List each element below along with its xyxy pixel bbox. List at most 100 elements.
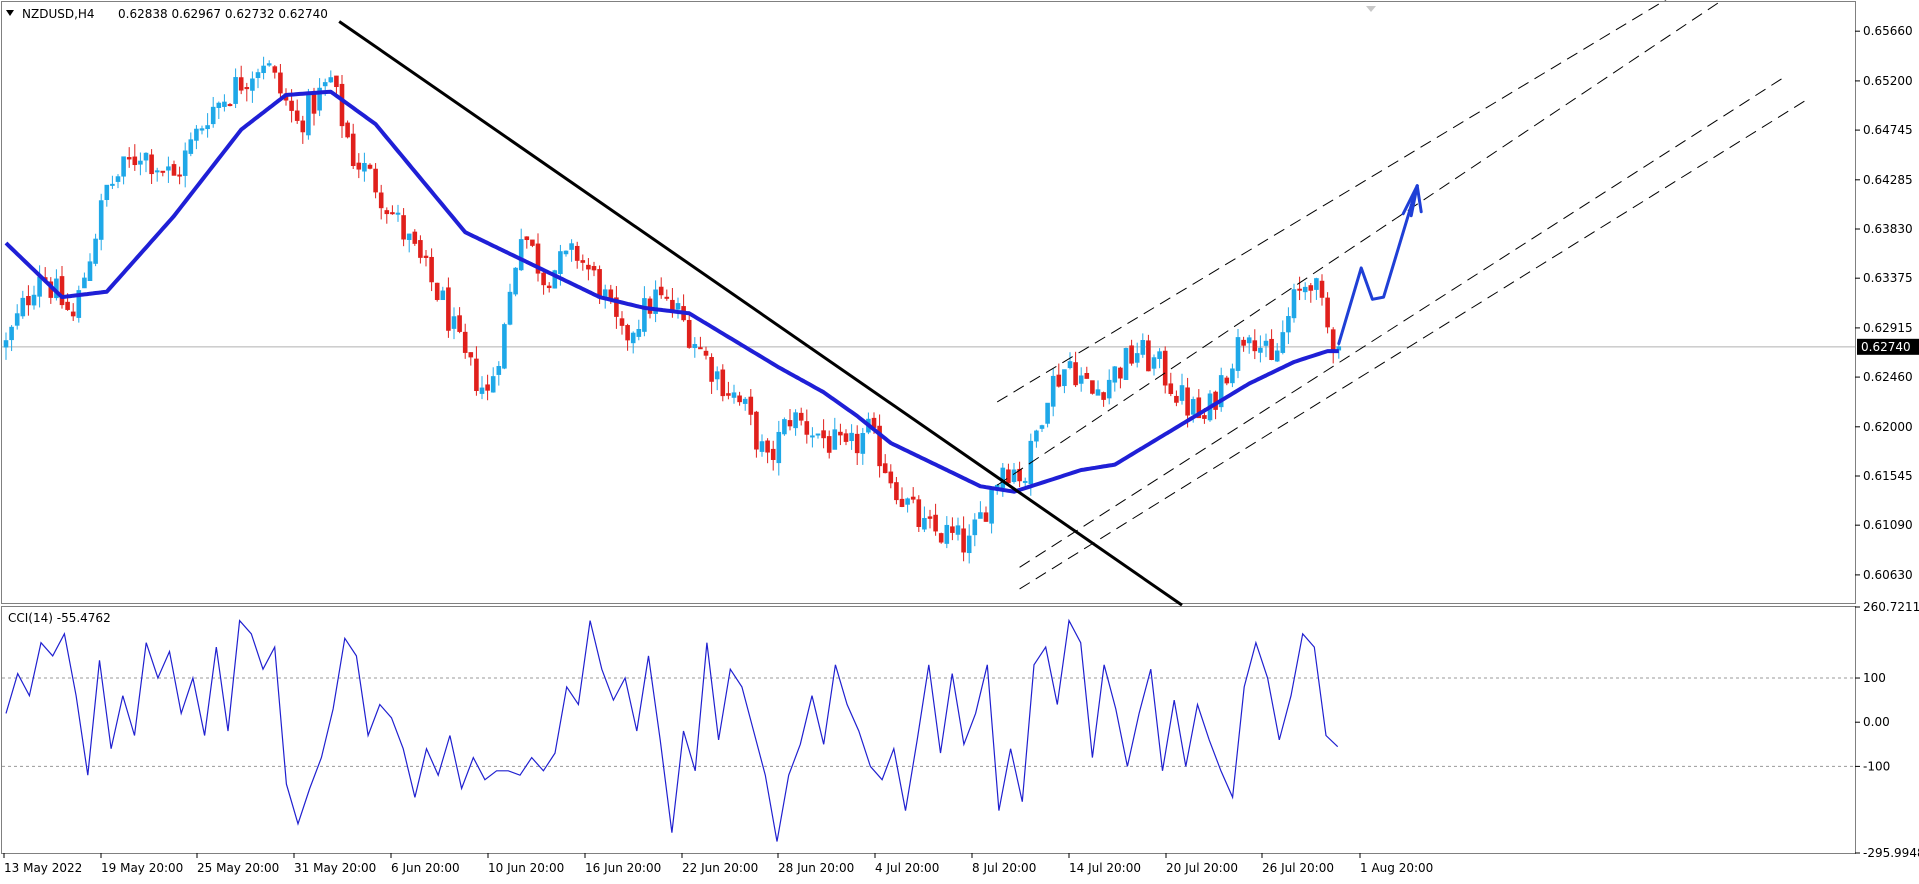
candle-body (143, 152, 149, 161)
time-tick-label: 31 May 20:00 (294, 861, 376, 875)
candle-body (199, 128, 205, 131)
candle-body (933, 514, 938, 532)
candle-body (177, 174, 182, 177)
candle-body (815, 433, 821, 436)
time-tick-label: 16 Jun 20:00 (585, 861, 661, 875)
candle-body (300, 120, 306, 133)
time-tick-label: 20 Jul 20:00 (1166, 861, 1238, 875)
uptrend-channel[interactable] (996, 0, 1810, 590)
arrow-head-icon (1401, 184, 1423, 218)
price-tick-label: 0.60630 (1863, 568, 1913, 582)
cci-pane-frame (1, 606, 1856, 854)
candle-body (916, 499, 922, 527)
candle-body (457, 315, 462, 332)
candle-body (748, 396, 754, 415)
candle-body (754, 411, 759, 450)
price-axis[interactable]: 0.65660 0.65200 0.64745 0.64285 0.63830 0.633… (1855, 24, 1913, 582)
candle-body (261, 65, 266, 74)
candle-body (412, 231, 418, 244)
time-tick-label: 8 Jul 20:00 (972, 861, 1036, 875)
shift-marker-icon[interactable] (1366, 6, 1376, 12)
price-tick-label: 0.64285 (1863, 173, 1913, 187)
candle-body (894, 482, 899, 501)
price-tick-label: 0.63375 (1863, 271, 1913, 285)
downtrend-line[interactable] (338, 20, 1183, 607)
candle-body (905, 498, 910, 505)
candle-body (586, 264, 591, 270)
candle-body (429, 256, 434, 283)
candle-body (3, 340, 9, 348)
candle-body (1196, 397, 1202, 419)
candle-body (563, 250, 569, 255)
candle-body (9, 326, 14, 341)
candle-body (1129, 345, 1134, 364)
candle-body (70, 311, 76, 317)
collapse-triangle-icon[interactable] (6, 10, 14, 16)
time-tick-label: 13 May 2022 (4, 861, 82, 875)
arrow-stroke (1415, 184, 1423, 214)
candle-body (490, 376, 496, 393)
cci-tick-label: -100 (1863, 759, 1890, 773)
time-axis[interactable]: 13 May 2022 19 May 20:00 25 May 20:00 31 Ma… (3, 853, 1433, 875)
candle-body (955, 525, 961, 535)
candle-body (720, 369, 726, 397)
candle-body (1252, 340, 1258, 352)
candle-body (552, 270, 558, 289)
candle-body (440, 290, 446, 301)
candle-body (76, 290, 82, 318)
price-tick-label: 0.65660 (1863, 24, 1913, 38)
candle-body (882, 463, 888, 474)
candle-body (1106, 379, 1112, 399)
candle-body (474, 358, 479, 392)
channel-line[interactable] (996, 0, 1731, 486)
time-tick-label: 28 Jun 20:00 (778, 861, 854, 875)
candle-body (205, 125, 210, 130)
candle-body (1011, 469, 1017, 483)
candle-body (1258, 347, 1263, 353)
projected-path-arrow (1337, 184, 1419, 346)
candle-body (328, 77, 334, 83)
price-pane[interactable]: NZDUSD,H4 0.62838 0.62967 0.62732 0.6274… (1, 0, 1856, 607)
cci-label: CCI(14) -55.4762 (8, 611, 111, 625)
candle-body (1241, 339, 1246, 346)
time-tick-label: 26 Jul 20:00 (1262, 861, 1334, 875)
candle-body (569, 243, 574, 250)
candle-body (126, 157, 132, 160)
candle-body (339, 83, 345, 127)
candle-body (574, 245, 580, 261)
candle-body (188, 139, 194, 154)
candle-body (1118, 367, 1123, 379)
candle-body (468, 352, 474, 358)
candle-body (1168, 383, 1174, 394)
cci-pane[interactable]: CCI(14) -55.4762 (1, 606, 1856, 854)
channel-line[interactable] (996, 0, 1675, 403)
candle-body (266, 63, 272, 66)
arrow-stroke (1409, 184, 1419, 218)
candle-body (1006, 469, 1011, 484)
candle-body (664, 296, 670, 299)
cci-tick-label: -295.9948 (1863, 846, 1919, 860)
candle-body (709, 357, 714, 382)
candle-body (93, 238, 98, 264)
symbol-label: NZDUSD,H4 (22, 7, 95, 21)
candle-body (832, 429, 838, 450)
time-tick-label: 19 May 20:00 (101, 861, 183, 875)
candle-body (966, 535, 972, 554)
candle-body (983, 512, 989, 522)
candle-body (160, 170, 166, 173)
candle-body (255, 72, 261, 79)
channel-line[interactable] (1019, 97, 1810, 590)
candle-body (961, 528, 966, 553)
candle-body (1174, 395, 1179, 403)
time-tick-label: 6 Jun 20:00 (391, 861, 460, 875)
cci-axis[interactable]: 260.7211 100 0.00 -100 -295.9948 (1855, 600, 1919, 860)
price-tick-label: 0.62915 (1863, 321, 1913, 335)
cci-tick-label: 100 (1863, 671, 1886, 685)
channel-line[interactable] (1019, 75, 1788, 568)
candle-body (821, 430, 826, 439)
candle-body (1056, 374, 1062, 387)
candle-body (787, 420, 793, 427)
candle-body (608, 289, 614, 299)
candle-body (703, 350, 709, 356)
